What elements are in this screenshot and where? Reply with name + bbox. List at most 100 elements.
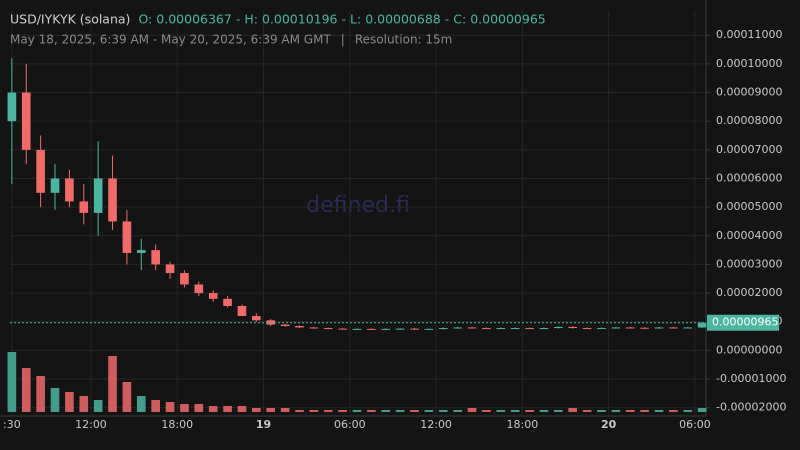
volume-bar — [582, 410, 592, 412]
ohlc-value: 0.00010196 — [262, 12, 338, 27]
candle-body — [683, 327, 693, 329]
volume-bar — [208, 406, 218, 412]
x-tick-label: 18:00 — [161, 418, 193, 431]
volume-bar — [683, 410, 693, 412]
y-tick-label: 0.00006000 — [716, 171, 782, 184]
volume-bar — [539, 410, 549, 412]
last-price-label: 0.00000965 — [712, 316, 778, 329]
volume-bar — [280, 408, 290, 412]
volume-bar — [496, 410, 506, 412]
volume-bar — [352, 410, 362, 412]
candle-body — [482, 328, 491, 330]
volume-bar — [237, 406, 247, 412]
volume-bar — [252, 408, 261, 412]
candle-body — [50, 178, 60, 193]
ohlc-value: 0.00000688 — [365, 12, 441, 27]
volume-bar — [108, 356, 117, 412]
subtitle: May 18, 2025, 6:39 AM - May 20, 2025, 6:… — [10, 33, 331, 47]
candle-body — [424, 328, 434, 330]
volume-bar — [467, 408, 477, 412]
volume-bar — [611, 410, 621, 412]
x-tick-label: :30 — [3, 418, 21, 431]
volume-bar — [597, 410, 606, 412]
candle-body — [410, 328, 419, 330]
candle-body — [223, 298, 232, 306]
candle-body — [525, 328, 534, 330]
ohlc-label: - C: — [445, 12, 466, 27]
volume-bar — [122, 382, 132, 412]
candle-body — [381, 328, 391, 330]
candle-body — [568, 326, 578, 329]
candle-body — [21, 92, 31, 150]
candle-body — [136, 250, 146, 253]
x-tick-label: 19 — [256, 418, 271, 431]
volume-bar — [309, 410, 319, 412]
volume-bar — [381, 410, 391, 412]
volume-bar — [136, 396, 146, 412]
candle-body — [467, 327, 477, 329]
candle-body — [496, 328, 506, 330]
candle-body — [36, 149, 45, 193]
candle-body — [554, 326, 563, 329]
ohlc-label: - H: — [236, 12, 258, 27]
volume-bar — [568, 408, 578, 412]
resolution: Resolution: 15m — [355, 33, 453, 47]
volume-bar — [482, 410, 491, 412]
volume-bar — [65, 392, 74, 412]
volume-bar — [223, 406, 232, 412]
volume-bar — [323, 410, 333, 412]
candle-body — [669, 327, 678, 329]
volume-bar — [525, 410, 534, 412]
candle-body — [597, 328, 606, 330]
volume-bar — [151, 400, 160, 412]
candle-body — [338, 328, 347, 330]
x-tick-label: 06:00 — [334, 418, 366, 431]
candle-body — [180, 273, 189, 285]
candle-body — [237, 305, 247, 317]
candle-body — [582, 328, 592, 330]
candle-body — [640, 327, 649, 329]
candle-body — [395, 328, 405, 330]
candle-body — [194, 284, 204, 294]
candle-body — [611, 327, 621, 329]
y-tick-label: -0.00002000 — [716, 401, 786, 414]
volume-bar — [669, 410, 678, 412]
candle-body — [108, 178, 117, 222]
volume-bar — [21, 368, 31, 412]
volume-bar — [640, 410, 649, 412]
x-tick-label: 06:00 — [679, 418, 711, 431]
candle-body — [252, 316, 261, 321]
watermark: defined.fi — [306, 193, 410, 218]
candle-body — [625, 327, 635, 329]
candle-body — [93, 178, 103, 213]
candle-body — [208, 293, 218, 299]
volume-bar — [697, 408, 707, 412]
candle-body — [79, 201, 89, 213]
volume-bar — [295, 410, 304, 412]
candle-body — [352, 328, 362, 330]
candle-body — [65, 178, 74, 202]
candle-body — [151, 250, 160, 265]
volume-bar — [654, 410, 664, 412]
x-tick-label: 18:00 — [507, 418, 539, 431]
volume-bar — [554, 410, 563, 412]
volume-bar — [165, 402, 175, 412]
x-tick-label: 12:00 — [75, 418, 107, 431]
volume-bar — [266, 408, 276, 412]
volume-bar — [93, 400, 103, 412]
y-tick-label: 0.00008000 — [716, 114, 782, 127]
candle-body — [7, 92, 17, 122]
candle-body — [323, 328, 333, 330]
y-tick-label: 0.00010000 — [716, 57, 782, 70]
candle-body — [295, 326, 304, 328]
ohlc-label: - L: — [342, 12, 362, 27]
volume-bar — [395, 410, 405, 412]
y-tick-label: 0.00011000 — [716, 28, 782, 41]
x-tick-label: 12:00 — [420, 418, 452, 431]
candle-body — [539, 328, 549, 330]
candle-body — [122, 221, 132, 253]
chart-title: USD/IYKYK (solana) — [10, 12, 130, 27]
volume-bar — [79, 396, 89, 412]
candle-body — [654, 327, 664, 329]
